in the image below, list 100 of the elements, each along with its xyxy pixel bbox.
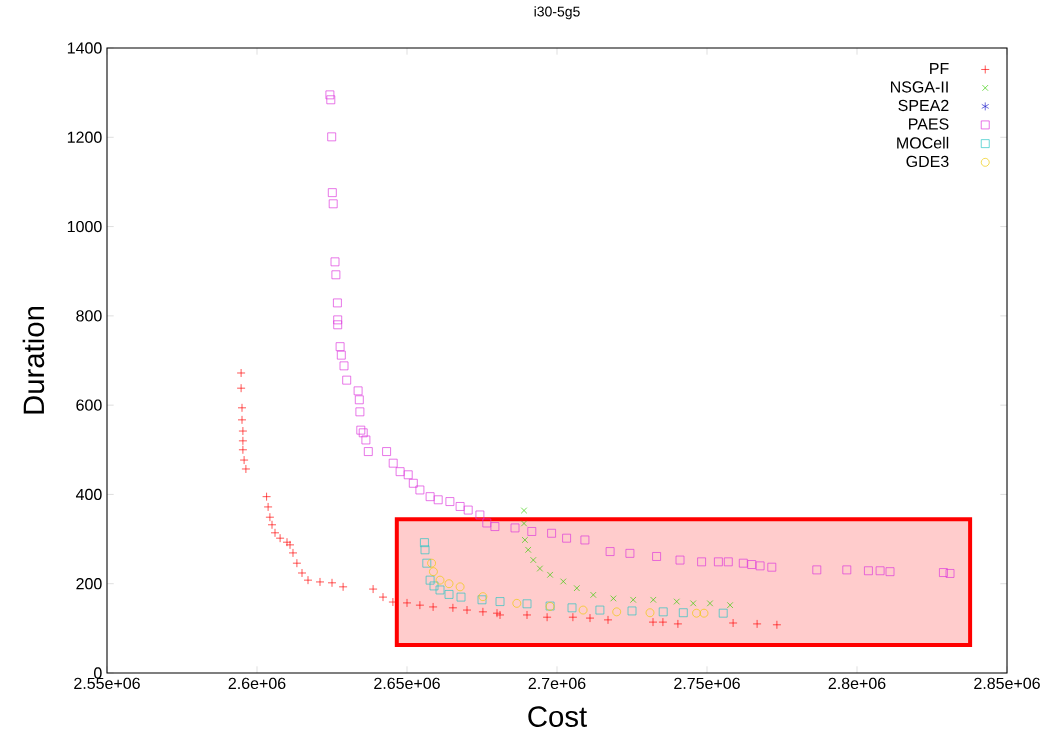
point	[292, 558, 302, 568]
point	[812, 565, 822, 575]
legend-label: PF	[930, 62, 949, 74]
point	[335, 342, 345, 351]
point	[512, 599, 522, 608]
point	[648, 617, 658, 627]
y-axis-title: Duration	[22, 306, 45, 414]
point	[315, 577, 325, 587]
legend-label: NSGA-II	[891, 81, 948, 93]
point	[236, 383, 246, 393]
point	[510, 523, 520, 533]
point	[692, 608, 701, 618]
point	[388, 458, 398, 468]
point	[333, 298, 342, 308]
point	[525, 546, 532, 553]
point	[262, 492, 271, 501]
point	[444, 579, 454, 589]
point	[645, 608, 655, 618]
point	[382, 447, 391, 456]
point	[530, 556, 537, 564]
point	[652, 552, 661, 561]
point	[699, 608, 709, 618]
point	[478, 592, 488, 601]
x-axis-title: Cost	[528, 706, 587, 727]
point	[420, 538, 429, 547]
point	[490, 522, 500, 531]
y-tick-label: 1400	[67, 42, 102, 54]
point	[520, 507, 528, 514]
point	[325, 90, 335, 100]
point	[402, 598, 412, 608]
point	[567, 603, 577, 613]
point	[445, 497, 455, 506]
point	[263, 502, 273, 512]
point	[585, 613, 595, 623]
point	[482, 518, 492, 528]
point	[568, 612, 578, 622]
point	[546, 571, 554, 578]
point	[433, 495, 443, 505]
point	[455, 502, 465, 511]
point	[578, 605, 588, 615]
point	[333, 315, 343, 325]
x-tick-label: 2.8e+06	[828, 677, 886, 690]
point	[747, 560, 757, 569]
point	[755, 561, 765, 571]
point	[331, 270, 341, 280]
legend-label: SPEA2	[898, 99, 949, 112]
y-tick-label: 800	[76, 310, 102, 322]
point	[342, 375, 352, 385]
point	[650, 596, 657, 603]
point	[241, 464, 251, 474]
point	[455, 582, 465, 592]
x-tick-label: 2.75e+06	[674, 677, 740, 690]
point	[403, 470, 413, 480]
point	[678, 608, 688, 618]
y-tick-label: 200	[76, 578, 102, 590]
y-tick-label: 1000	[67, 220, 102, 233]
point	[427, 558, 436, 568]
point	[718, 608, 728, 618]
point	[723, 557, 733, 567]
point	[463, 505, 473, 515]
point	[429, 567, 438, 576]
point	[673, 598, 680, 605]
y-tick-label: 600	[76, 399, 102, 411]
point	[265, 512, 275, 522]
point	[522, 610, 532, 620]
point	[425, 492, 435, 501]
point	[542, 612, 552, 622]
point	[706, 600, 714, 607]
point	[425, 575, 435, 585]
point	[885, 567, 895, 576]
x-tick-label: 2.6e+06	[228, 677, 286, 690]
point	[238, 445, 248, 455]
point	[444, 590, 454, 599]
point	[353, 386, 363, 396]
point	[714, 557, 723, 567]
point	[595, 605, 605, 615]
point	[395, 467, 405, 476]
point	[355, 407, 365, 417]
point	[726, 601, 734, 609]
point	[428, 602, 438, 612]
point	[236, 368, 246, 378]
point	[630, 596, 637, 603]
point	[477, 595, 487, 605]
point	[339, 361, 349, 371]
point	[237, 415, 247, 425]
point	[605, 547, 615, 556]
legend-label: MOCell	[897, 136, 949, 149]
point	[521, 536, 529, 544]
point	[547, 528, 556, 538]
point	[456, 592, 466, 602]
point	[536, 565, 544, 572]
point	[415, 600, 425, 610]
point	[326, 95, 336, 105]
point	[675, 555, 685, 565]
point	[690, 600, 697, 607]
y-tick-label: 400	[75, 488, 102, 501]
point	[420, 545, 430, 555]
x-tick-label: 2.85e+06	[974, 677, 1040, 690]
x-tick-label: 2.65e+06	[374, 677, 440, 690]
point	[478, 607, 488, 617]
